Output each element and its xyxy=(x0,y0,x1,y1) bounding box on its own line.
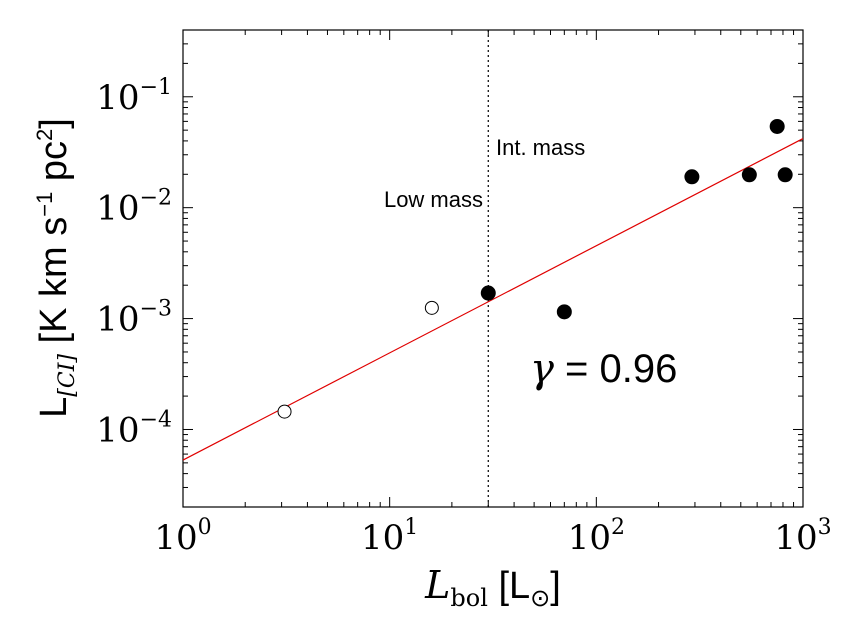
x-tick-exponent: 0 xyxy=(198,515,212,540)
gamma-value: = 0.96 xyxy=(554,347,677,391)
y-label-sub: [CI] xyxy=(55,354,80,397)
y-tick-base: 10 xyxy=(96,189,139,229)
y-label-mid: pc xyxy=(33,141,75,192)
y-tick-exponent: −4 xyxy=(140,407,172,432)
gamma-symbol: γ xyxy=(530,346,554,392)
x-tick-base: 10 xyxy=(361,518,404,558)
x-label-symbol: L xyxy=(424,563,450,607)
x-tick-label: 103 xyxy=(774,515,831,558)
filled-data-point xyxy=(556,304,572,320)
x-tick-label: 100 xyxy=(154,515,211,558)
open-data-point xyxy=(424,300,439,315)
axis-ticks xyxy=(182,29,804,508)
y-tick-exponent: −2 xyxy=(140,186,172,211)
y-label-close: ] xyxy=(33,118,75,129)
x-tick-exponent: 1 xyxy=(404,515,418,540)
y-tick-base: 10 xyxy=(96,78,139,118)
x-tick-label: 101 xyxy=(361,515,418,558)
int-mass-label: Int. mass xyxy=(496,135,585,160)
x-tick-base: 10 xyxy=(568,518,611,558)
y-label-exp2: 2 xyxy=(32,129,57,141)
x-tick-exponent: 3 xyxy=(818,515,832,540)
x-tick-label: 102 xyxy=(568,515,625,558)
y-tick-base: 10 xyxy=(96,300,139,340)
low-mass-label: Low mass xyxy=(384,187,483,212)
x-label-unit-sub: ⊙ xyxy=(530,584,550,612)
filled-data-point xyxy=(684,169,700,185)
y-axis-label: L[CI] [K km s−1 pc2] xyxy=(32,118,80,418)
x-tick-base: 10 xyxy=(774,518,817,558)
filled-data-point xyxy=(777,167,793,183)
plot-frame xyxy=(182,29,804,508)
x-label-sub: bol xyxy=(450,584,488,612)
y-tick-label: 10−2 xyxy=(96,186,172,229)
y-label-main: L xyxy=(33,397,75,418)
x-label-unit: [L xyxy=(488,565,530,607)
filled-data-point xyxy=(741,167,757,183)
fit-line xyxy=(182,138,804,461)
y-tick-base: 10 xyxy=(96,410,139,450)
open-data-point xyxy=(277,404,292,419)
gamma-annotation: γ = 0.96 xyxy=(530,346,677,392)
x-label-close: ] xyxy=(550,565,561,607)
filled-data-point xyxy=(769,118,785,134)
x-axis-label: Lbol [L⊙] xyxy=(424,563,561,612)
y-tick-label: 10−1 xyxy=(96,75,172,118)
y-tick-label: 10−4 xyxy=(96,407,172,450)
y-tick-exponent: −1 xyxy=(140,75,172,100)
y-tick-exponent: −3 xyxy=(140,297,172,322)
y-tick-label: 10−3 xyxy=(96,297,172,340)
x-tick-base: 10 xyxy=(154,518,197,558)
data-points xyxy=(277,118,793,419)
y-label-exp1: −1 xyxy=(32,192,57,217)
x-tick-exponent: 2 xyxy=(611,515,625,540)
y-label-rest: [K km s xyxy=(33,217,75,354)
filled-data-point xyxy=(480,285,496,301)
